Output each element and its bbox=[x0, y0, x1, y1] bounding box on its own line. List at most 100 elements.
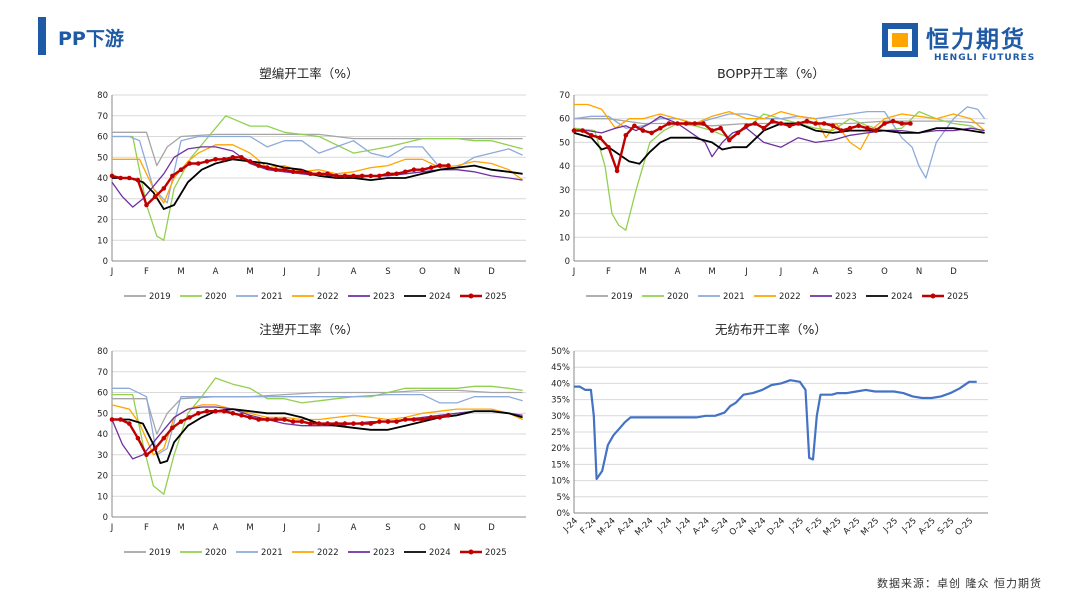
x-tick-label: A-24 bbox=[616, 516, 637, 537]
x-tick-label: D bbox=[950, 267, 957, 277]
data-point-2025 bbox=[351, 173, 356, 179]
data-point-2025 bbox=[683, 121, 689, 126]
x-tick-label: O bbox=[419, 267, 426, 277]
x-tick-label: J bbox=[110, 267, 114, 277]
x-tick-label: F bbox=[144, 267, 149, 277]
x-tick-label: J bbox=[317, 523, 321, 533]
x-tick-label: M-25 bbox=[822, 516, 844, 538]
data-point-2025 bbox=[282, 417, 287, 422]
x-tick-label: S-25 bbox=[936, 516, 957, 537]
data-point-2025 bbox=[856, 123, 861, 129]
logo-mark-icon bbox=[882, 23, 918, 57]
series-line-2019 bbox=[112, 131, 523, 167]
chart-title: 注塑开工率（%） bbox=[259, 322, 358, 337]
data-point-2025 bbox=[152, 446, 158, 451]
series-line-2025 bbox=[574, 119, 911, 173]
x-tick-label: A bbox=[813, 267, 819, 277]
y-tick-label: 20 bbox=[559, 210, 570, 220]
legend-label: 2022 bbox=[317, 548, 339, 558]
bopp-chart: BOPP开工率（%） 0 10 20 30 40 50 60 70 J F M A M J J A S O N D 201… bbox=[534, 62, 1004, 312]
data-point-2025 bbox=[170, 173, 175, 179]
data-point-2025 bbox=[290, 419, 296, 424]
data-point-2025 bbox=[170, 425, 175, 431]
x-tick-label: A bbox=[351, 267, 357, 277]
x-tick-label: J-24 bbox=[655, 516, 674, 535]
x-tick-label: M-24 bbox=[633, 516, 655, 538]
y-tick-label: 0 bbox=[103, 513, 108, 523]
data-point-2025 bbox=[325, 171, 330, 177]
y-tick-label: 70 bbox=[559, 91, 570, 101]
chart-title: 塑编开工率（%） bbox=[259, 66, 358, 81]
x-tick-label: D bbox=[488, 523, 495, 533]
x-tick-label: F bbox=[144, 523, 149, 533]
data-point-2025 bbox=[204, 159, 210, 164]
data-point-2025 bbox=[325, 421, 330, 426]
logo-subtitle: HENGLI FUTURES bbox=[934, 53, 1036, 60]
legend-label: 2023 bbox=[835, 292, 857, 302]
data-point-2025 bbox=[606, 144, 611, 150]
x-tick-label: J bbox=[282, 523, 286, 533]
y-tick-label: 10 bbox=[97, 236, 108, 246]
y-tick-label: 50 bbox=[559, 138, 570, 148]
data-point-2025 bbox=[213, 408, 218, 414]
x-tick-label: M bbox=[246, 523, 253, 533]
data-point-2025 bbox=[813, 121, 818, 126]
data-point-2025 bbox=[161, 435, 167, 441]
data-point-2025 bbox=[144, 202, 149, 208]
data-point-2025 bbox=[316, 421, 322, 426]
data-point-2025 bbox=[359, 173, 365, 179]
legend-marker-2025 bbox=[468, 549, 474, 555]
data-point-2025 bbox=[127, 421, 132, 426]
legend-label: 2022 bbox=[317, 292, 339, 302]
data-point-2025 bbox=[351, 421, 356, 426]
data-point-2025 bbox=[187, 161, 192, 166]
x-tick-label: N-24 bbox=[747, 516, 768, 537]
data-point-2025 bbox=[239, 155, 244, 160]
y-tick-label: 0 bbox=[565, 257, 570, 267]
x-tick-label: O-25 bbox=[954, 516, 976, 538]
plastic-weaving-chart: 塑编开工率（%） 0 10 20 30 40 50 60 70 80 J F M A M J J A S O N D 201… bbox=[72, 62, 542, 312]
x-tick-label: F bbox=[606, 267, 611, 277]
data-point-2025 bbox=[178, 167, 184, 172]
x-tick-label: A-25 bbox=[842, 516, 863, 537]
x-tick-label: D-24 bbox=[766, 516, 788, 538]
legend-label: 2024 bbox=[429, 548, 451, 558]
x-tick-label: O-24 bbox=[728, 516, 750, 538]
data-point-2025 bbox=[847, 125, 853, 131]
data-point-2025 bbox=[778, 121, 784, 126]
data-point-2025 bbox=[342, 421, 348, 426]
data-point-2025 bbox=[735, 130, 741, 136]
data-point-2025 bbox=[109, 173, 115, 179]
y-tick-label: 20 bbox=[97, 472, 108, 482]
data-point-2025 bbox=[830, 123, 836, 129]
y-tick-label: 40 bbox=[97, 430, 108, 440]
x-tick-label: S-24 bbox=[710, 516, 731, 537]
data-point-2025 bbox=[334, 421, 339, 426]
data-point-2025 bbox=[658, 125, 663, 131]
y-tick-label: 30 bbox=[97, 451, 108, 461]
x-tick-label: J bbox=[282, 267, 286, 277]
x-tick-label: A-24 bbox=[691, 516, 712, 537]
y-tick-label: 40 bbox=[559, 162, 570, 172]
x-tick-label: M bbox=[639, 267, 646, 277]
data-point-2025 bbox=[334, 173, 339, 179]
x-tick-label: A-25 bbox=[917, 516, 938, 537]
data-point-2025 bbox=[865, 125, 870, 131]
data-point-2025 bbox=[256, 163, 261, 168]
y-tick-label: 40 bbox=[97, 174, 108, 184]
logo-text: 恒力期货 bbox=[926, 27, 1026, 53]
x-tick-label: A bbox=[351, 523, 357, 533]
data-point-2025 bbox=[446, 413, 451, 418]
data-point-2025 bbox=[342, 173, 348, 179]
y-tick-label: 40% bbox=[551, 379, 570, 389]
data-point-2025 bbox=[882, 121, 887, 126]
series-line-2020 bbox=[573, 110, 985, 231]
x-tick-label: N bbox=[454, 267, 460, 277]
data-point-2025 bbox=[411, 167, 417, 172]
data-point-2025 bbox=[239, 413, 244, 418]
legend-label: 2020 bbox=[667, 292, 689, 302]
data-point-2025 bbox=[899, 121, 905, 126]
data-point-2025 bbox=[118, 417, 123, 422]
data-point-2025 bbox=[675, 121, 680, 126]
data-point-2025 bbox=[152, 194, 158, 199]
